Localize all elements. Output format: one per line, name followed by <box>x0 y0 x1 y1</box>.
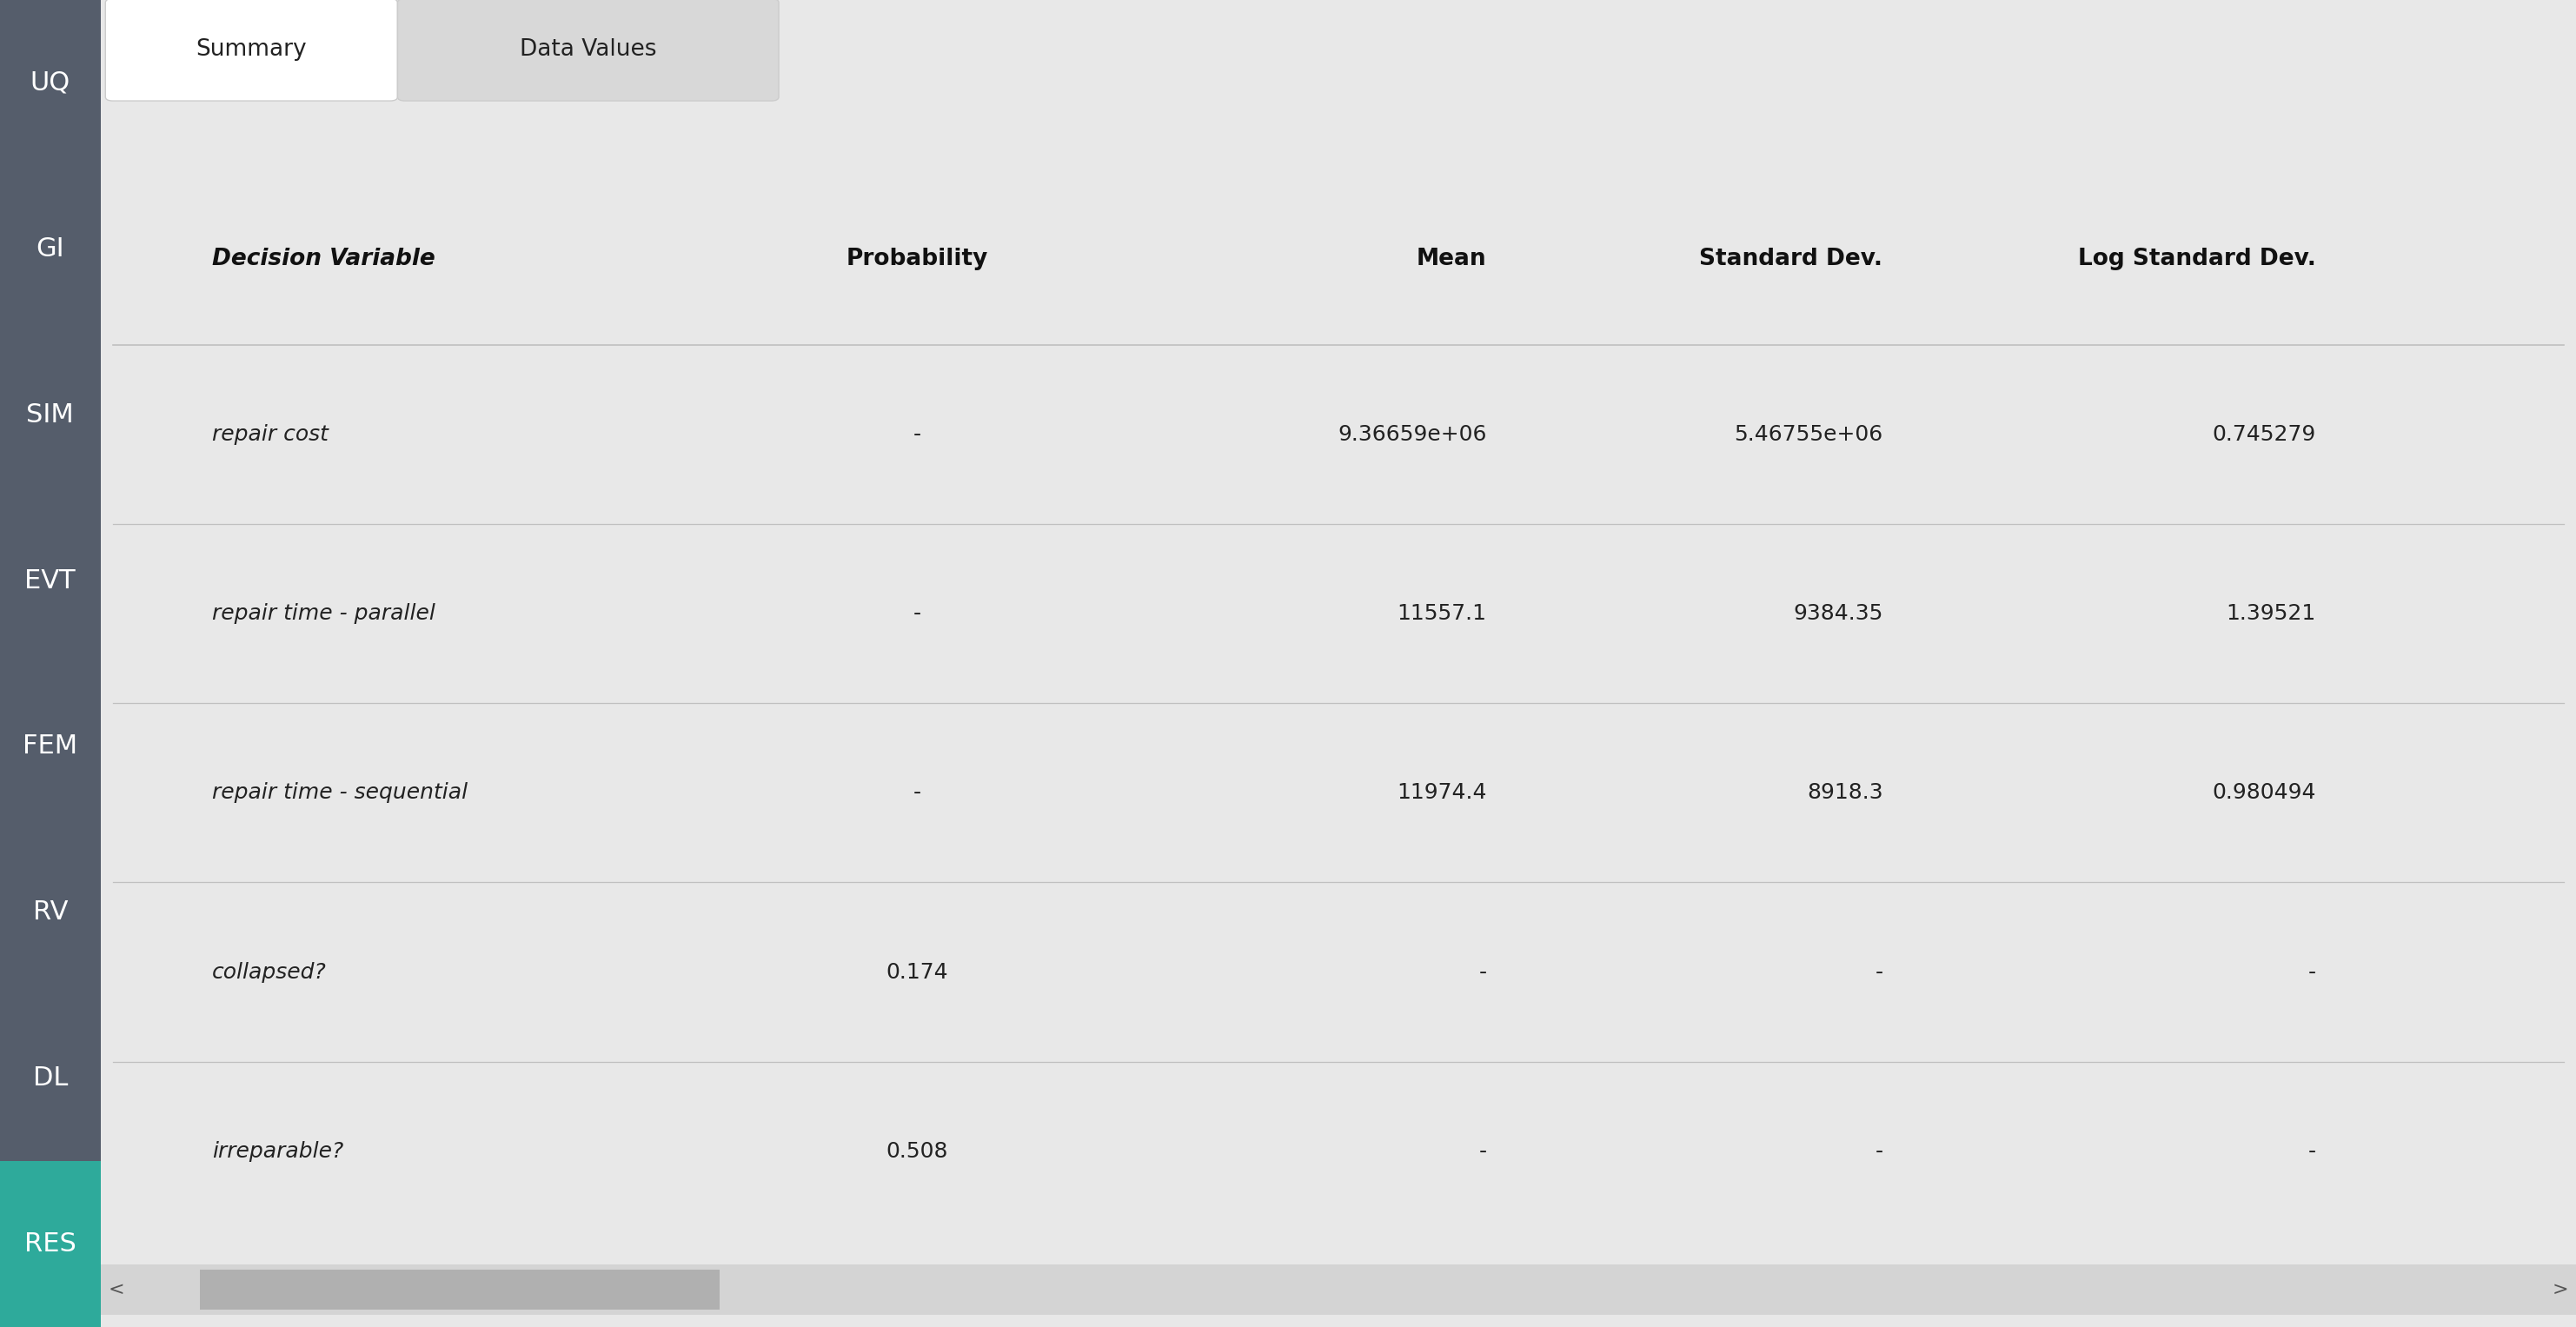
Text: -: - <box>1479 1141 1486 1161</box>
Text: EVT: EVT <box>26 568 75 593</box>
Bar <box>198 1270 719 1310</box>
Text: RES: RES <box>23 1231 77 1257</box>
Bar <box>0 1161 100 1327</box>
Text: 9384.35: 9384.35 <box>1793 604 1883 624</box>
Text: 8918.3: 8918.3 <box>1806 783 1883 803</box>
Text: SIM: SIM <box>26 402 75 427</box>
Bar <box>0 664 100 829</box>
Bar <box>0 0 100 166</box>
Text: 0.745279: 0.745279 <box>2213 425 2316 445</box>
Text: repair cost: repair cost <box>211 425 327 445</box>
FancyBboxPatch shape <box>397 0 778 101</box>
Text: Probability: Probability <box>848 247 989 271</box>
Bar <box>0 332 100 498</box>
Text: GI: GI <box>36 236 64 261</box>
Text: collapsed?: collapsed? <box>211 962 327 982</box>
Text: -: - <box>2308 1141 2316 1161</box>
Text: -: - <box>914 425 922 445</box>
Text: Standard Dev.: Standard Dev. <box>1700 247 1883 271</box>
Text: -: - <box>1875 962 1883 982</box>
Bar <box>0 166 100 332</box>
Text: DL: DL <box>33 1066 67 1091</box>
Text: 9.36659e+06: 9.36659e+06 <box>1337 425 1486 445</box>
Text: irreparable?: irreparable? <box>211 1141 343 1161</box>
Text: RV: RV <box>33 900 67 925</box>
Text: >: > <box>2553 1281 2568 1299</box>
Text: -: - <box>2308 962 2316 982</box>
Text: Log Standard Dev.: Log Standard Dev. <box>2079 247 2316 271</box>
Bar <box>0 995 100 1161</box>
Text: 5.46755e+06: 5.46755e+06 <box>1734 425 1883 445</box>
Bar <box>0 498 100 664</box>
Text: 11557.1: 11557.1 <box>1396 604 1486 624</box>
Text: repair time - sequential: repair time - sequential <box>211 783 466 803</box>
Text: Data Values: Data Values <box>520 38 657 61</box>
Text: Decision Variable: Decision Variable <box>211 247 435 271</box>
Text: 0.508: 0.508 <box>886 1141 948 1161</box>
Text: 1.39521: 1.39521 <box>2226 604 2316 624</box>
FancyBboxPatch shape <box>106 0 397 101</box>
Bar <box>100 1265 2576 1315</box>
Text: 0.980494: 0.980494 <box>2213 783 2316 803</box>
Text: -: - <box>914 783 922 803</box>
Text: repair time - parallel: repair time - parallel <box>211 604 435 624</box>
Text: -: - <box>1875 1141 1883 1161</box>
Text: -: - <box>914 604 922 624</box>
Bar <box>0 829 100 995</box>
Text: Summary: Summary <box>196 38 307 61</box>
Text: UQ: UQ <box>31 70 70 96</box>
Text: 11974.4: 11974.4 <box>1396 783 1486 803</box>
Text: -: - <box>1479 962 1486 982</box>
Text: FEM: FEM <box>23 734 77 759</box>
Text: <: < <box>108 1281 124 1299</box>
Text: Mean: Mean <box>1417 247 1486 271</box>
Text: 0.174: 0.174 <box>886 962 948 982</box>
